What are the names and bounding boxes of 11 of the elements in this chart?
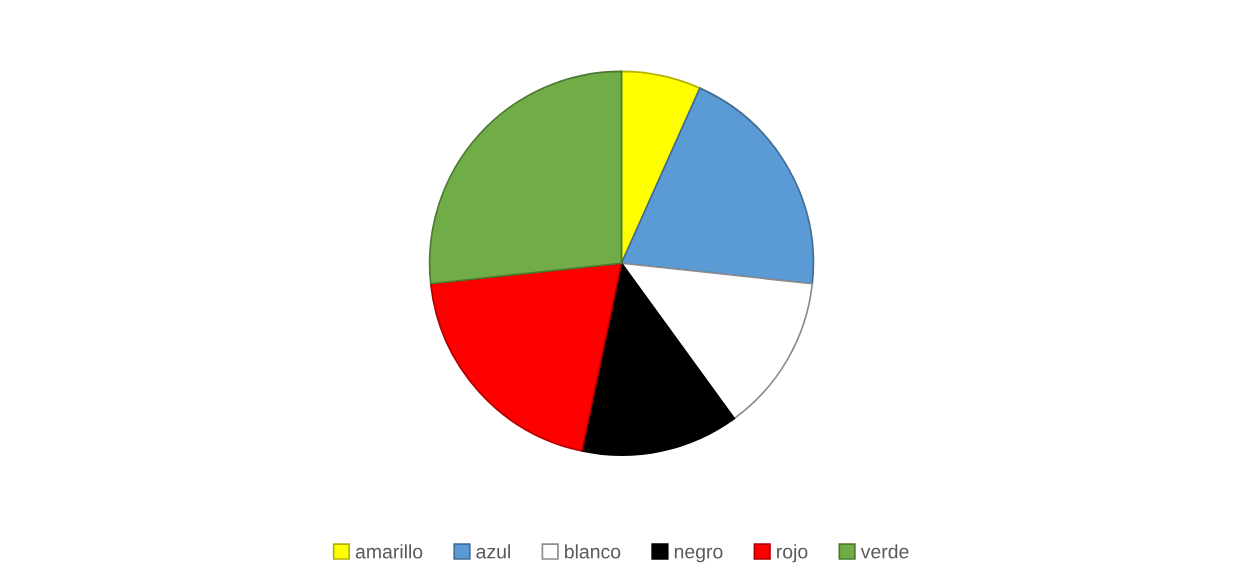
pie-slice <box>620 87 815 285</box>
legend-label: verde <box>860 544 909 559</box>
pie-slice <box>581 262 736 456</box>
pie-slice <box>428 70 623 285</box>
pie-slice <box>620 262 814 420</box>
pie-slice <box>429 262 623 452</box>
legend-label: rojo <box>777 544 808 563</box>
legend-label: azul <box>476 544 510 559</box>
legend-label: negro <box>674 547 723 563</box>
legend-label: blanco <box>565 544 621 559</box>
legend-label: amarillo <box>355 544 423 559</box>
